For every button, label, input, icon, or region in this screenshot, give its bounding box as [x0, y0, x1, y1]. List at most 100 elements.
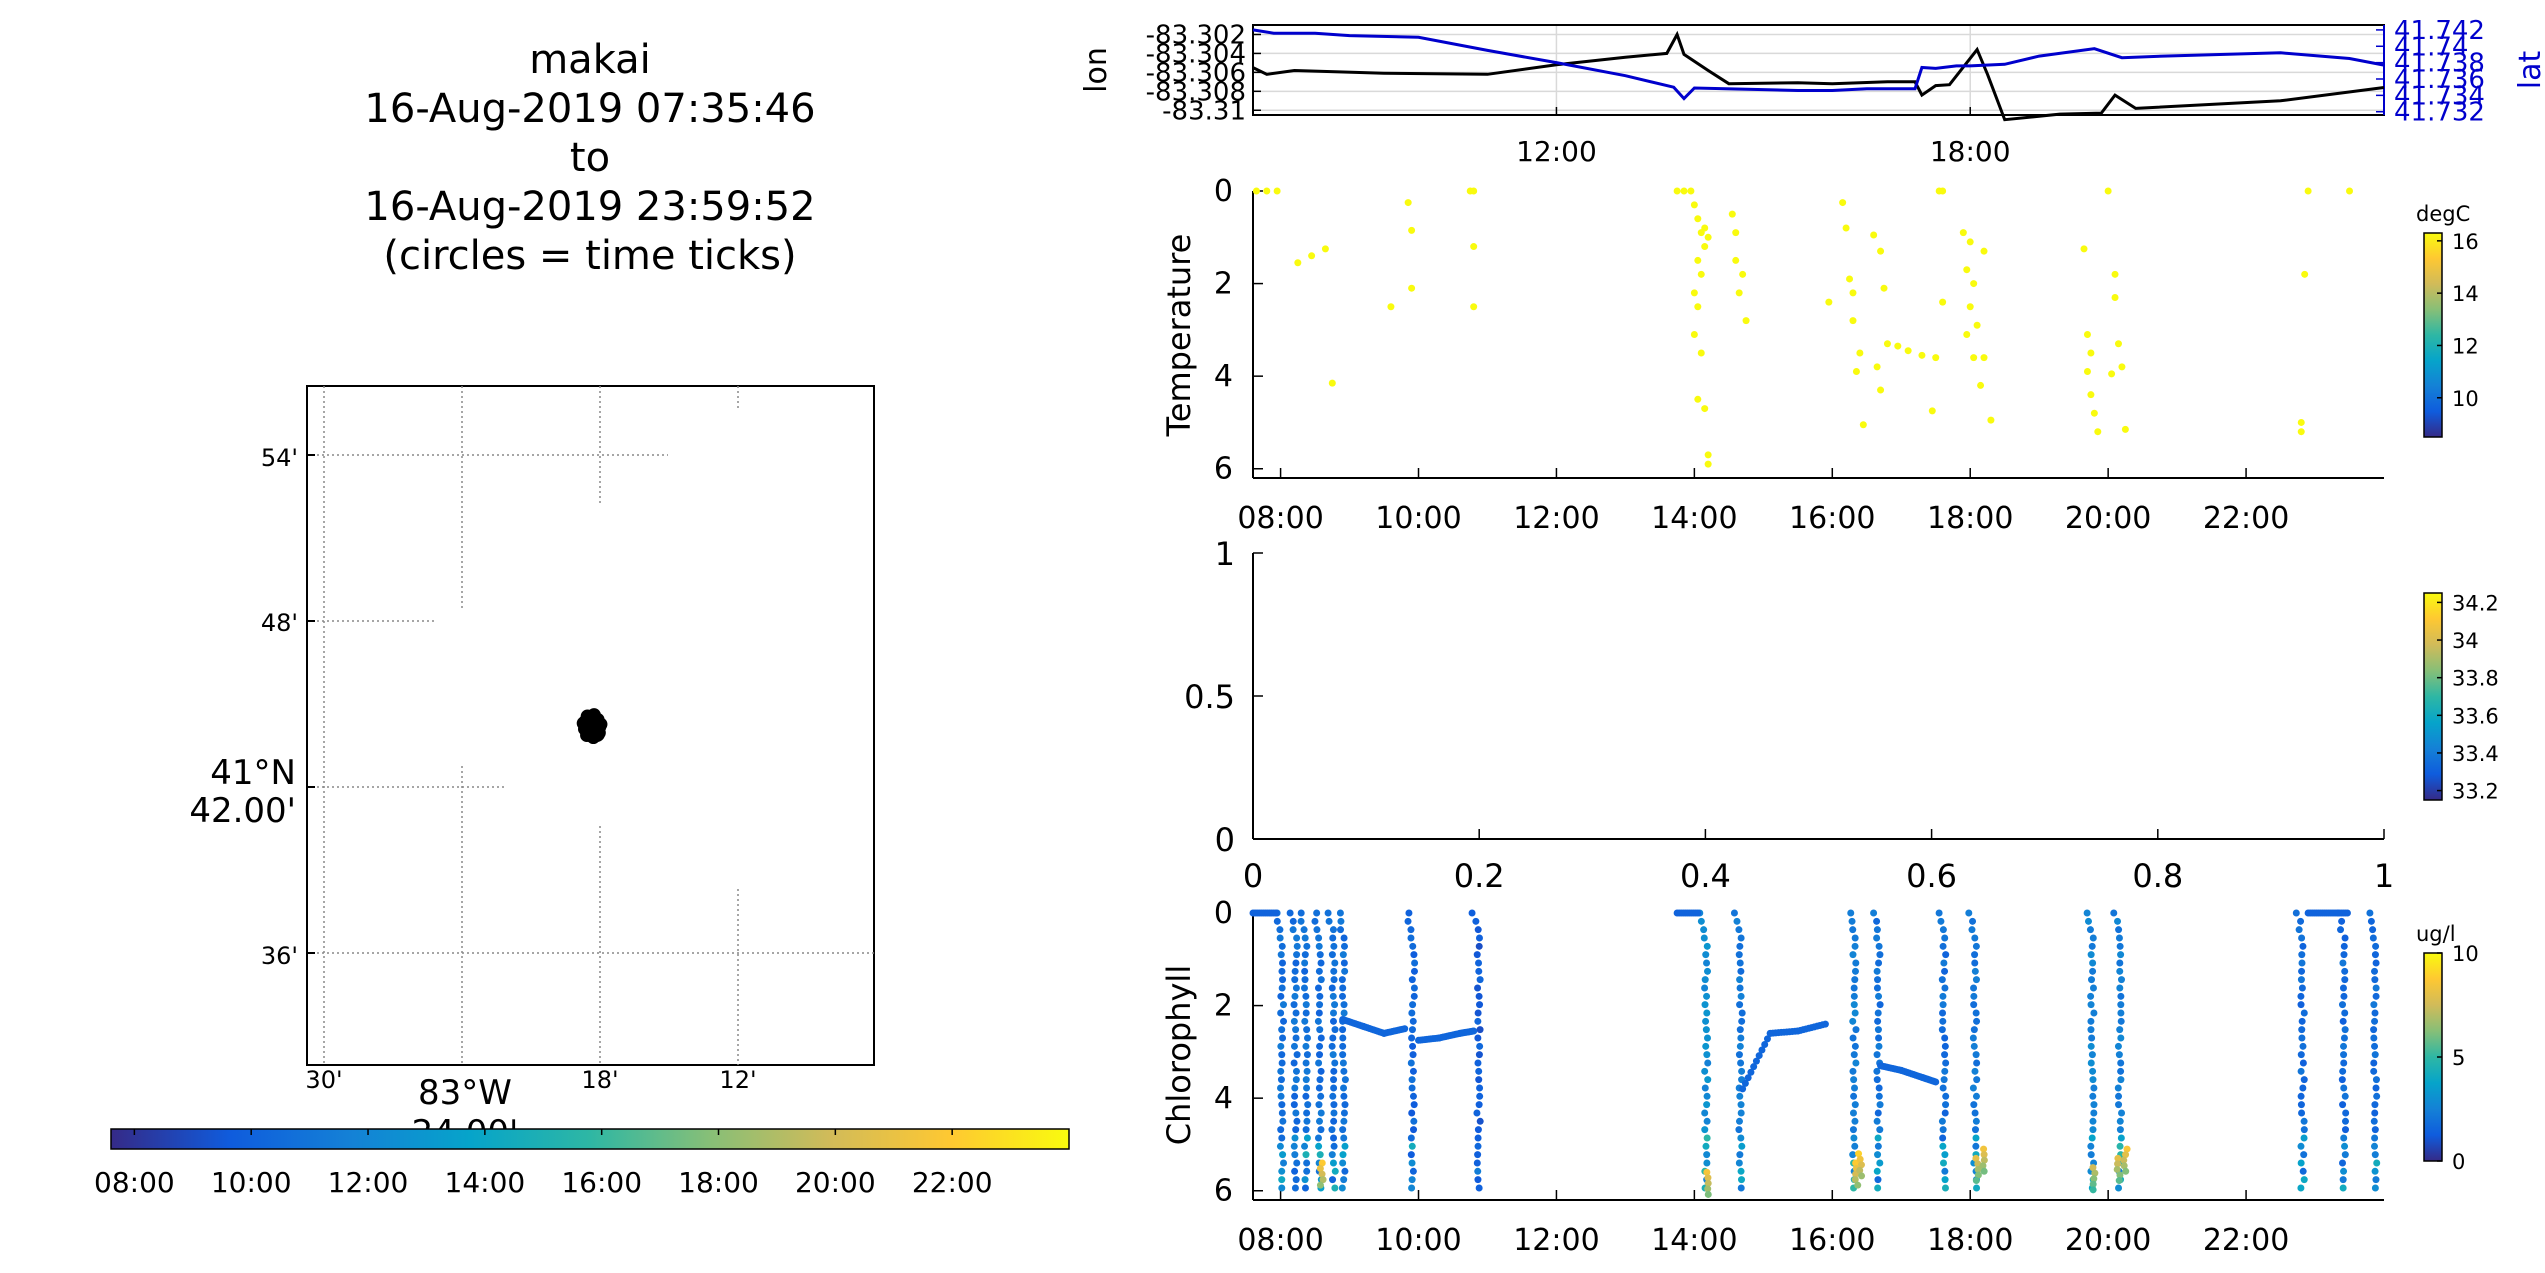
lat-tick-label: 41.738 — [2394, 49, 2485, 79]
temperature-point — [1690, 331, 1698, 338]
chlorophyll-point — [1280, 1017, 1288, 1025]
temperature-point — [1977, 381, 1985, 389]
chlorophyll-point — [1303, 1051, 1311, 1059]
chlorophyll-point — [1278, 1184, 1286, 1192]
chlorophyll-point — [1330, 1084, 1338, 1092]
chlorophyll-point — [2341, 976, 2349, 984]
colorbar-label: ug/l — [2416, 922, 2456, 946]
chlorophyll-point — [1279, 1151, 1287, 1159]
chlorophyll-point — [2341, 1009, 2349, 1017]
chlorophyll-point — [2370, 1142, 2378, 1150]
chlorophyll-point — [1852, 1059, 1860, 1067]
temperature-point — [1739, 270, 1747, 278]
chlorophyll-point — [1339, 1051, 1347, 1059]
chlorophyll-point — [1476, 1042, 1484, 1050]
temperature-point — [1732, 229, 1740, 237]
temperature-point — [1742, 317, 1750, 325]
chlorophyll-point — [1857, 1161, 1865, 1169]
salinity-xtick-label: 0.6 — [1906, 857, 1957, 895]
colorbar-tick-label: 33.4 — [2452, 742, 2499, 766]
chlorophyll-point — [1980, 1156, 1988, 1164]
chlorophyll-point — [2371, 967, 2379, 975]
chlorophyll-point — [1409, 942, 1417, 950]
chlorophyll-point — [1850, 1001, 1858, 1009]
chlorophyll-point — [1741, 1079, 1749, 1087]
chlorophyll-point — [1701, 1067, 1709, 1075]
map-graticule — [307, 386, 874, 1065]
chlorophyll-point — [1474, 984, 1482, 992]
lat-tick-label: 41.742 — [2394, 16, 2485, 46]
chlorophyll-point — [1290, 1101, 1298, 1109]
chlorophyll-point — [1337, 917, 1345, 925]
time-colorbar-label: 14:00 — [445, 1166, 526, 1199]
chlorophyll-point — [1939, 1142, 1947, 1150]
chlorophyll-point — [1408, 1176, 1416, 1184]
chlorophyll-point — [1937, 917, 1945, 925]
chlorophyll-point — [1738, 1067, 1746, 1075]
chlorophyll-point — [1286, 909, 1294, 917]
temperature-point — [1873, 363, 1881, 371]
chlorophyll-point — [1340, 1009, 1348, 1017]
chlorophyll-point — [1329, 1034, 1337, 1042]
chlorophyll-point — [1316, 1026, 1324, 1034]
chlorophyll-point — [1703, 959, 1711, 967]
colorbar-tick-label: 33.2 — [2452, 780, 2499, 804]
chlorophyll-point — [2297, 1051, 2305, 1059]
chlorophyll-point — [2117, 951, 2125, 959]
chlorophyll-point — [1328, 951, 1336, 959]
lat-tick-label: 41.736 — [2394, 65, 2485, 95]
temperature-point — [2083, 331, 2091, 338]
chlorophyll-point — [1340, 959, 1348, 967]
lon-tick-label: -83.308 — [1146, 77, 1246, 107]
map-ytick-label: 36' — [261, 942, 298, 970]
chlorophyll-point — [1409, 1042, 1417, 1050]
chlorophyll-point — [1939, 1159, 1947, 1167]
chlorophyll-point — [1292, 1067, 1300, 1075]
temperature-point — [1704, 233, 1712, 241]
chlorophyll-point — [1736, 942, 1744, 950]
chlorophyll-point — [1972, 1051, 1980, 1059]
chlorophyll-point — [1302, 1001, 1310, 1009]
chlorophyll-point — [1849, 1151, 1857, 1159]
chlorophyll-point — [1315, 1117, 1323, 1125]
temperature-point — [1846, 275, 1854, 283]
chlorophyll-point — [1850, 1134, 1858, 1142]
temperature-point — [1294, 259, 1302, 267]
chlorophyll-point — [1339, 984, 1347, 992]
chlorophyll-point — [1302, 1092, 1310, 1100]
colorbar-tick-label: 34 — [2452, 629, 2479, 653]
chlorophyll-point — [1738, 1017, 1746, 1025]
chlorophyll-point — [1733, 917, 1741, 925]
chlorophyll-point — [1875, 1084, 1883, 1092]
chlorophyll-point — [2088, 1051, 2096, 1059]
temperature-point — [1970, 280, 1978, 288]
chlorophyll-point — [2371, 951, 2379, 959]
chlorophyll-point — [1329, 1092, 1337, 1100]
chlorophyll-point — [1473, 1159, 1481, 1167]
chlorophyll-point — [1292, 1009, 1300, 1017]
temperature-point — [2108, 370, 2116, 378]
chlorophyll-point — [2090, 1101, 2098, 1109]
chlorophyll-point — [1476, 1117, 1484, 1125]
chlorophyll-point — [2298, 1026, 2306, 1034]
chlorophyll-point — [1738, 1009, 1746, 1017]
chlorophyll-point — [1340, 1001, 1348, 1009]
chlorophyll-point — [1474, 1167, 1482, 1175]
chlorophyll-point — [1409, 1167, 1417, 1175]
temperature-point — [1701, 243, 1709, 251]
chlorophyll-point — [1276, 926, 1284, 934]
temperature-point — [1690, 201, 1698, 209]
temperature-point — [1842, 224, 1850, 232]
temperature-point — [2111, 270, 2119, 278]
chlorophyll-point — [1470, 1027, 1478, 1035]
chlorophyll-point — [1302, 1059, 1310, 1067]
chlorophyll-point — [1941, 934, 1949, 942]
chlorophyll-point — [1408, 1159, 1416, 1167]
chlorophyll-point — [1873, 1076, 1881, 1084]
chlorophyll-point — [1316, 951, 1324, 959]
chlorophyll-point — [1703, 1159, 1711, 1167]
chlorophyll-point — [1876, 951, 1884, 959]
chlorophyll-point — [1277, 1084, 1285, 1092]
chlorophyll-point — [1704, 1185, 1712, 1193]
